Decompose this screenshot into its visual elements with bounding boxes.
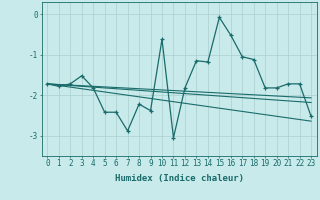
X-axis label: Humidex (Indice chaleur): Humidex (Indice chaleur): [115, 174, 244, 183]
